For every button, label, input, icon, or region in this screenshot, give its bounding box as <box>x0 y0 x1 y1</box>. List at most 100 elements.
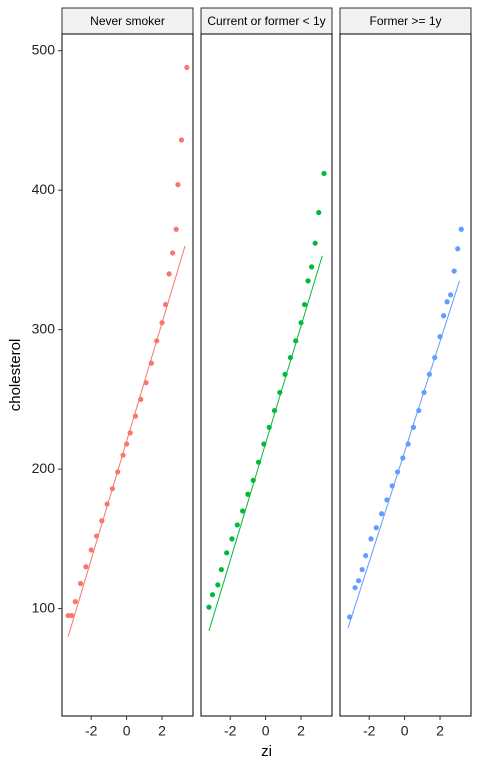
point <box>109 486 116 492</box>
strip-label: Never smoker <box>90 14 165 28</box>
x-tick-label: -2 <box>85 723 98 739</box>
x-tick-label: 0 <box>123 723 131 739</box>
point <box>440 313 447 319</box>
point <box>138 396 144 403</box>
point <box>143 380 149 386</box>
point <box>379 511 385 517</box>
point <box>154 338 160 344</box>
y-axis-title: cholesterol <box>7 339 24 412</box>
y-tick-label: 500 <box>32 41 56 57</box>
y-tick-label: 300 <box>32 320 56 336</box>
point <box>178 137 185 143</box>
point <box>162 301 169 308</box>
x-tick-label: 0 <box>401 723 409 739</box>
strip-label: Current or former < 1y <box>207 14 325 28</box>
point <box>437 334 443 340</box>
point <box>159 320 165 326</box>
point <box>215 582 221 588</box>
point <box>400 455 406 461</box>
point <box>83 564 89 570</box>
y-tick-label: 200 <box>32 460 56 476</box>
point <box>347 614 353 620</box>
point <box>148 360 154 366</box>
point <box>309 264 315 270</box>
point <box>175 182 181 188</box>
point <box>301 301 308 308</box>
point <box>287 354 293 361</box>
point <box>389 483 395 489</box>
point <box>271 407 278 414</box>
point <box>451 268 457 274</box>
x-tick-label: 2 <box>297 723 305 739</box>
point <box>166 271 172 277</box>
point <box>359 566 365 573</box>
point <box>245 491 251 497</box>
point <box>352 585 358 591</box>
point <box>209 592 216 598</box>
panel <box>61 33 194 717</box>
point <box>173 226 179 232</box>
panel <box>200 33 333 717</box>
point <box>312 240 318 246</box>
point <box>355 578 362 584</box>
point <box>384 497 390 503</box>
point <box>421 389 427 396</box>
point <box>432 354 438 361</box>
point <box>458 226 464 232</box>
y-tick-label: 100 <box>32 599 56 615</box>
x-tick-label: 2 <box>158 723 166 739</box>
x-tick-label: 2 <box>436 723 444 739</box>
panel <box>339 33 472 717</box>
point <box>115 469 121 475</box>
point <box>394 469 401 475</box>
point <box>229 536 235 542</box>
y-tick-label: 400 <box>32 181 56 197</box>
point <box>298 320 304 326</box>
point <box>321 170 327 177</box>
point <box>363 553 369 559</box>
point <box>448 292 454 298</box>
point <box>305 278 311 284</box>
point <box>104 501 110 507</box>
x-tick-label: 0 <box>262 723 270 739</box>
x-tick-label: -2 <box>363 723 376 739</box>
point <box>255 459 262 465</box>
point <box>240 508 246 514</box>
point <box>127 430 133 436</box>
point <box>266 424 272 430</box>
point <box>120 452 126 458</box>
point <box>72 599 78 605</box>
point <box>261 441 267 447</box>
point <box>224 550 230 556</box>
point <box>206 604 212 610</box>
point <box>416 407 422 414</box>
point <box>77 580 84 587</box>
point <box>170 250 176 256</box>
point <box>277 389 283 396</box>
strip-label: Former >= 1y <box>369 14 441 28</box>
point <box>99 518 105 524</box>
point <box>124 441 130 447</box>
point <box>132 413 139 419</box>
point <box>410 424 417 430</box>
strip <box>61 7 194 35</box>
point <box>373 525 379 531</box>
point <box>316 209 322 216</box>
point <box>455 246 461 252</box>
point <box>282 371 288 377</box>
point <box>405 441 411 447</box>
point <box>293 338 299 344</box>
point <box>250 477 256 483</box>
reference-line <box>67 245 186 637</box>
point <box>444 299 450 305</box>
point <box>93 533 100 539</box>
x-tick-label: -2 <box>224 723 237 739</box>
strip <box>339 7 472 35</box>
strip <box>200 7 333 35</box>
point <box>234 522 240 528</box>
point <box>184 64 190 71</box>
point <box>426 371 432 377</box>
point <box>88 547 94 553</box>
x-axis-title: zi <box>261 743 272 760</box>
